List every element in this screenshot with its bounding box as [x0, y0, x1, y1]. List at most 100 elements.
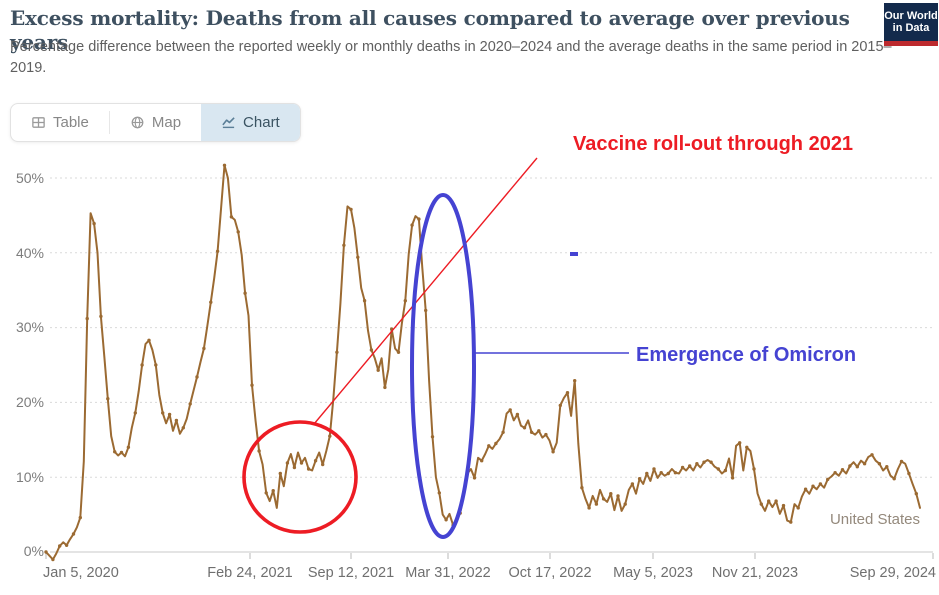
data-point-marker: [437, 491, 441, 495]
data-point-marker: [71, 532, 76, 536]
data-point-marker: [64, 543, 69, 547]
omicron-annotation-text: Emergence of Omicron: [636, 344, 857, 366]
data-point-marker: [458, 511, 462, 515]
tab-chart-label: Chart: [243, 114, 280, 131]
data-point-marker: [666, 471, 670, 476]
data-point-marker: [167, 412, 172, 417]
data-point-marker: [321, 462, 325, 467]
data-point-marker: [688, 464, 692, 468]
tab-map-label: Map: [151, 114, 182, 131]
data-point-marker: [140, 363, 144, 367]
y-axis-label-30: 30%: [15, 319, 44, 335]
data-point-marker: [113, 450, 117, 454]
data-point-marker: [161, 411, 165, 415]
data-point-marker: [870, 453, 874, 457]
data-point-marker: [195, 375, 199, 379]
data-point-marker: [609, 492, 613, 496]
data-point-marker: [328, 434, 332, 438]
data-point-marker: [565, 391, 570, 395]
data-point-marker: [537, 429, 541, 433]
data-point-marker: [306, 467, 311, 471]
data-point-marker: [292, 465, 297, 470]
data-point-marker: [738, 441, 742, 445]
data-point-marker: [271, 489, 275, 493]
x-axis-label-6: Nov 21, 2023: [711, 565, 799, 581]
data-point-marker: [444, 518, 448, 522]
data-point-marker: [494, 441, 498, 446]
data-point-marker: [789, 520, 793, 524]
data-point-marker: [403, 299, 407, 303]
data-point-marker: [264, 491, 268, 495]
data-point-marker: [465, 471, 470, 476]
y-axis-label-0: 0%: [23, 543, 44, 559]
omicron-ellipse-annotation: [410, 193, 476, 539]
owid-logo-line2: in Data: [892, 22, 930, 34]
data-point-marker: [745, 445, 749, 449]
data-point-marker: [781, 503, 786, 508]
data-point-marker: [637, 477, 642, 481]
data-point-marker: [645, 471, 649, 476]
data-point-marker: [855, 465, 859, 469]
data-point-marker: [840, 468, 845, 472]
data-point-marker: [51, 557, 55, 562]
view-tabs: Table Map Chart: [10, 103, 301, 142]
x-axis-label-7: Sep 29, 2024: [849, 565, 936, 581]
data-point-marker: [126, 445, 131, 449]
data-point-marker: [417, 217, 421, 221]
data-point-marker: [342, 243, 346, 247]
data-point-marker: [702, 460, 706, 464]
data-point-marker: [99, 314, 103, 319]
data-point-marker: [383, 385, 387, 390]
data-point-marker: [616, 494, 620, 498]
data-point-marker: [78, 515, 83, 520]
data-point-marker: [818, 482, 823, 486]
data-point-marker: [480, 459, 484, 463]
data-point-marker: [299, 461, 304, 465]
data-point-marker: [752, 467, 756, 471]
data-point-marker: [451, 523, 455, 527]
data-point-marker: [106, 397, 110, 401]
data-point-marker: [680, 465, 685, 470]
data-point-marker: [147, 338, 151, 342]
data-point-marker: [673, 471, 678, 475]
data-point-marker: [652, 467, 656, 471]
data-point-marker: [243, 291, 247, 295]
data-point-marker: [601, 497, 606, 501]
data-point-marker: [759, 502, 763, 506]
data-point-marker: [335, 350, 339, 354]
data-point-marker: [487, 444, 491, 448]
data-point-marker: [774, 499, 778, 503]
y-axis-label-10: 10%: [15, 469, 44, 485]
data-point-marker: [862, 462, 867, 466]
vaccine-annotation-text: Vaccine roll-out through 2021: [573, 133, 854, 155]
data-point-marker: [594, 502, 599, 506]
y-axis-label-20: 20%: [15, 394, 44, 410]
data-point-marker: [154, 363, 158, 367]
vaccine-leader-line: [313, 157, 538, 425]
tab-map[interactable]: Map: [110, 104, 201, 141]
data-point-marker: [188, 402, 192, 406]
owid-logo: Our World in Data: [884, 3, 938, 46]
data-point-marker: [529, 430, 534, 434]
data-point-marker: [430, 435, 435, 439]
data-point-marker: [92, 221, 96, 226]
tab-chart[interactable]: Chart: [201, 104, 300, 141]
data-point-marker: [914, 492, 918, 496]
table-grid-icon: [31, 115, 46, 130]
page-subtitle: Percentage difference between the report…: [10, 39, 892, 76]
data-point-marker: [723, 468, 728, 473]
data-point-marker: [390, 327, 394, 331]
data-point-marker: [202, 346, 206, 351]
data-point-marker: [376, 368, 380, 372]
data-point-marker: [709, 460, 713, 464]
data-point-marker: [558, 403, 562, 408]
data-point-marker: [892, 477, 896, 481]
data-point-marker: [630, 482, 635, 486]
data-point-marker: [369, 348, 374, 352]
data-point-marker: [313, 459, 318, 463]
data-point-marker: [209, 300, 213, 304]
y-axis-label-40: 40%: [15, 245, 44, 261]
data-point-marker: [85, 316, 89, 321]
tab-table[interactable]: Table: [11, 104, 109, 141]
